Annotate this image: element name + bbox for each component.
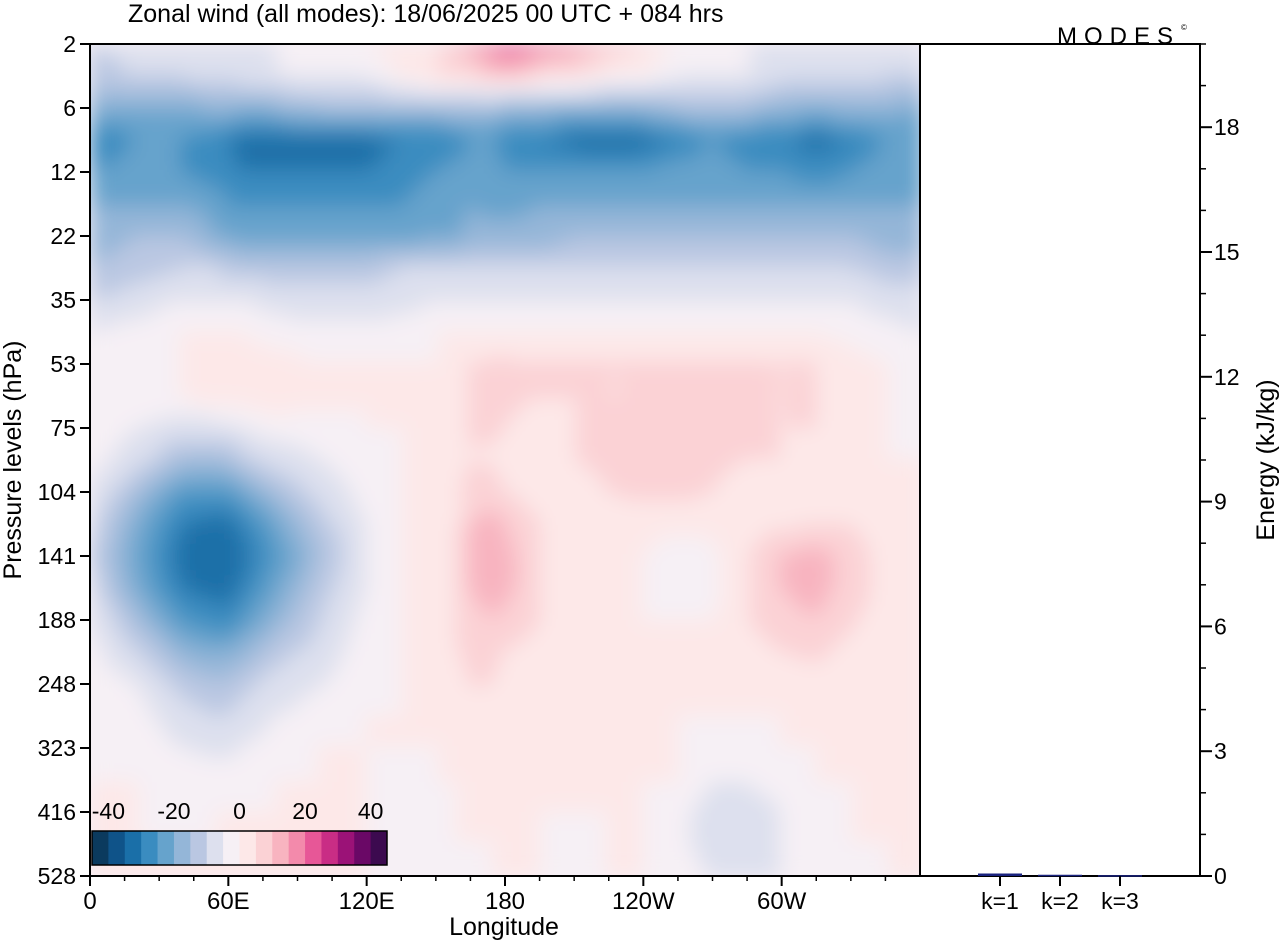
energy-tick-label: 15 (1214, 239, 1240, 265)
colorbar-swatch (92, 831, 109, 865)
colorbar-swatch (272, 831, 289, 865)
y-tick-label: 416 (38, 799, 76, 825)
colorbar-swatch (289, 831, 306, 865)
x-tick-label: 120W (612, 888, 675, 915)
energy-axis-label: Energy (kJ/kg) (1252, 379, 1280, 540)
colorbar-swatch (125, 831, 142, 865)
x-tick-label: 0 (83, 888, 96, 915)
colorbar-swatch (207, 831, 224, 865)
zonal-wind-contour-field (90, 44, 925, 879)
chart-title: Zonal wind (all modes): 18/06/2025 00 UT… (128, 0, 723, 28)
y-tick-label: 104 (38, 479, 77, 505)
energy-tick-label: 0 (1214, 863, 1227, 889)
colorbar-swatch (108, 831, 125, 865)
energy-bar (978, 874, 1022, 876)
colorbar-swatch (141, 831, 158, 865)
y-tick-label: 35 (50, 287, 76, 313)
x-tick-label: 120E (339, 888, 395, 915)
colorbar-swatch (305, 831, 322, 865)
energy-bars: k=1 k=2 k=3 (978, 874, 1142, 914)
y-tick-label: 323 (38, 735, 76, 761)
energy-category-label: k=3 (1101, 888, 1139, 914)
colorbar-swatch (190, 831, 207, 865)
y-tick-label: 12 (50, 159, 76, 185)
energy-tick-label: 3 (1214, 738, 1227, 764)
colorbar-tick-label: 20 (292, 798, 318, 824)
y-tick-label: 22 (50, 223, 76, 249)
x-tick-label: 180 (485, 888, 525, 915)
logo-copyright-mark: © (1181, 23, 1187, 32)
energy-category-label: k=1 (981, 888, 1019, 914)
energy-axis: 0 3 6 9 12 15 18 (1200, 44, 1240, 889)
colorbar-tick-label: 0 (233, 798, 246, 824)
colorbar-swatch (354, 831, 371, 865)
energy-tick-label: 12 (1214, 364, 1240, 390)
colorbar-swatch (371, 831, 388, 865)
colorbar-swatch (256, 831, 273, 865)
y-tick-label: 528 (38, 863, 76, 889)
x-tick-label: 60W (757, 888, 807, 915)
x-axis-label: Longitude (449, 913, 559, 941)
colorbar-tick-label: 40 (358, 798, 384, 824)
y-tick-label: 6 (63, 95, 76, 121)
energy-tick-label: 9 (1214, 489, 1227, 515)
colorbar-swatch (321, 831, 338, 865)
y-tick-label: 188 (38, 607, 76, 633)
colorbar-swatch (158, 831, 175, 865)
energy-tick-label: 18 (1214, 114, 1240, 140)
y-tick-label: 75 (50, 415, 76, 441)
y-tick-label: 141 (38, 543, 76, 569)
colorbar-swatch (240, 831, 257, 865)
y-tick-label: 248 (38, 671, 76, 697)
colorbar-tick-label: -40 (92, 798, 125, 824)
colorbar-swatch (338, 831, 355, 865)
longitude-axis: 0 60E 120E 180 120W 60W (83, 876, 885, 915)
pressure-axis: 2 6 12 22 35 53 75 104 141 188 248 323 416 528 (38, 31, 90, 889)
y-axis-label: Pressure levels (hPa) (0, 341, 27, 580)
energy-tick-label: 6 (1214, 613, 1227, 639)
energy-category-label: k=2 (1041, 888, 1079, 914)
energy-plot-frame (920, 44, 1200, 876)
y-tick-label: 2 (63, 31, 76, 57)
y-tick-label: 53 (50, 351, 76, 377)
x-tick-label: 60E (207, 888, 250, 915)
colorbar-tick-label: -20 (157, 798, 190, 824)
colorbar-swatch (223, 831, 240, 865)
colorbar-swatch (174, 831, 191, 865)
